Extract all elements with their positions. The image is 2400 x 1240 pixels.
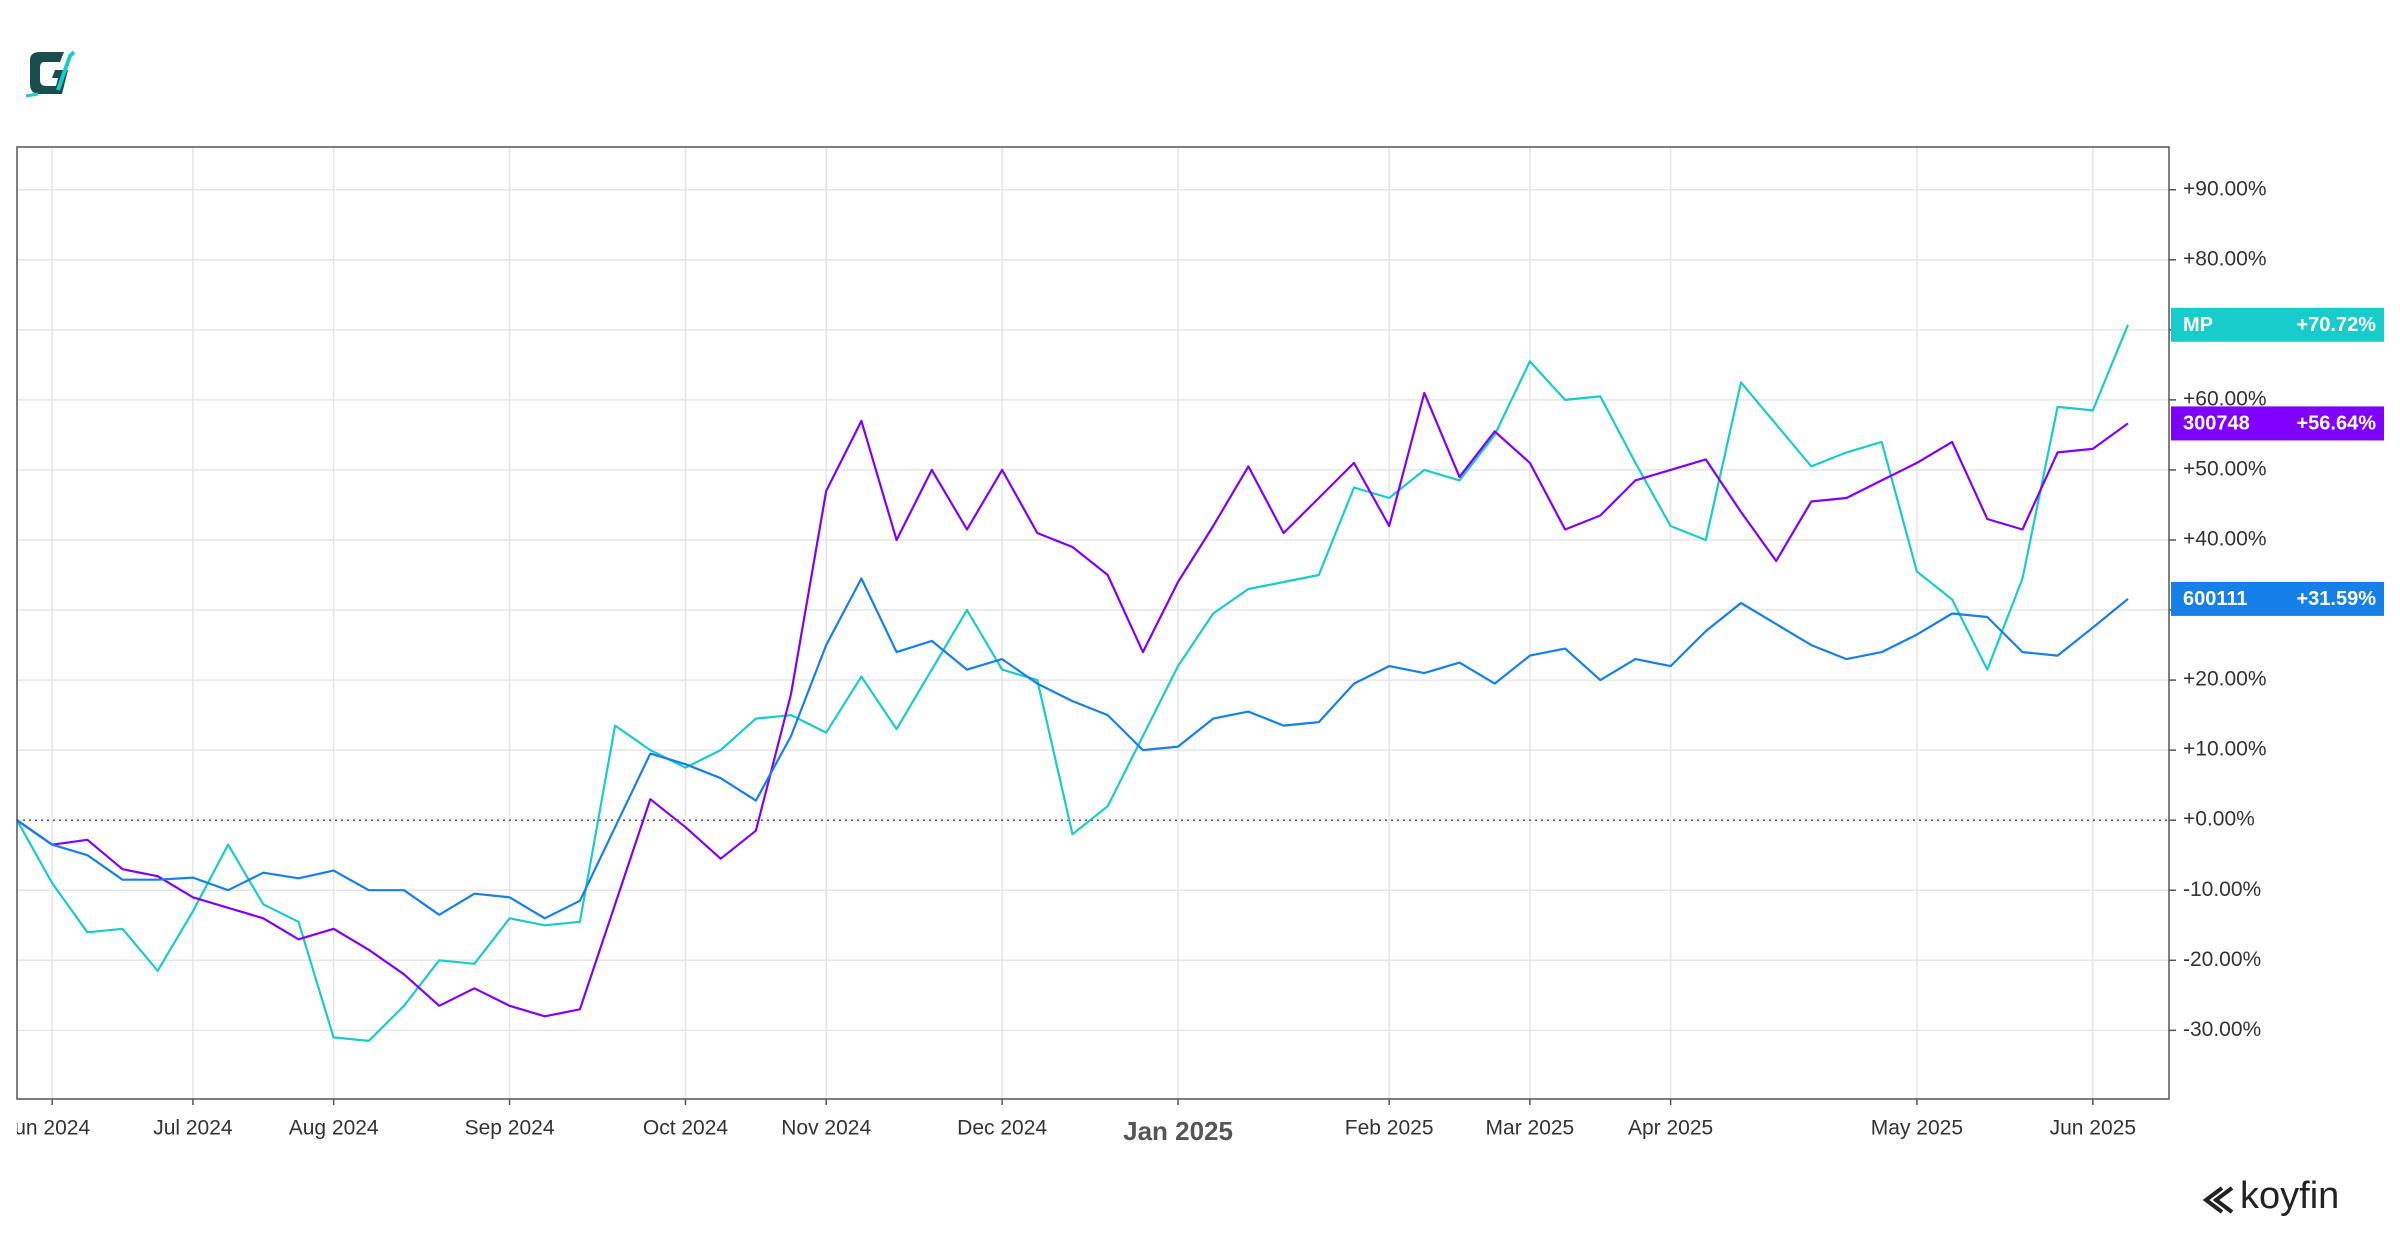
y-tick-label: +90.00% (2183, 177, 2267, 200)
x-tick-label: Aug 2024 (289, 1117, 379, 1140)
x-tick-label: Apr 2025 (1628, 1117, 1713, 1140)
end-label-value: +70.72% (2296, 314, 2376, 336)
x-tick-label: Oct 2024 (643, 1117, 729, 1140)
y-tick-label: -10.00% (2183, 878, 2261, 901)
end-label-value: +56.64% (2296, 413, 2376, 435)
series-line (16, 391, 2129, 1018)
y-tick-label: +10.00% (2183, 738, 2267, 761)
end-label-box (2171, 406, 2384, 441)
y-tick-label: +20.00% (2183, 668, 2267, 691)
x-tick-label: Nov 2024 (781, 1117, 871, 1140)
x-tick-label: Jul 2024 (153, 1117, 233, 1140)
end-label-name: MP (2183, 314, 2213, 336)
x-tick-label: Feb 2025 (1345, 1117, 1434, 1140)
end-label-name: 300748 (2183, 413, 2250, 435)
y-tick-label: +60.00% (2183, 387, 2267, 410)
series-line (16, 324, 2130, 1042)
x-tick-label: Jun 2025 (2050, 1117, 2136, 1140)
y-tick-label: -30.00% (2183, 1018, 2261, 1041)
x-tick-label: Mar 2025 (1486, 1117, 1575, 1140)
brand-name: koyfin (2240, 1175, 2339, 1217)
end-label-box (2171, 307, 2384, 342)
plot-frame (16, 146, 2170, 1100)
x-tick-label: May 2025 (1871, 1117, 1963, 1140)
y-tick-label: -20.00% (2183, 948, 2261, 971)
end-label-value: +31.59% (2296, 588, 2376, 610)
y-tick-label: +80.00% (2183, 247, 2267, 270)
x-tick-label: Jan 2025 (1123, 1116, 1233, 1146)
x-tick-label: Dec 2024 (957, 1117, 1047, 1140)
y-tick-label: +50.00% (2183, 457, 2267, 480)
brand: koyfin (2202, 1175, 2339, 1217)
logo (25, 50, 76, 98)
end-label-name: 600111 (2183, 588, 2248, 610)
series-line (16, 577, 2129, 920)
y-tick-label: +0.00% (2183, 808, 2255, 831)
plot-area: un 2024 Jul 2024 Aug 2024 Sep 2024 Oct 2024 N… (14, 147, 2384, 1146)
x-tick-label: un 2024 (14, 1117, 90, 1140)
y-tick-label: +40.00% (2183, 528, 2267, 551)
end-label-box (2171, 581, 2384, 616)
x-tick-label: Sep 2024 (465, 1117, 555, 1140)
